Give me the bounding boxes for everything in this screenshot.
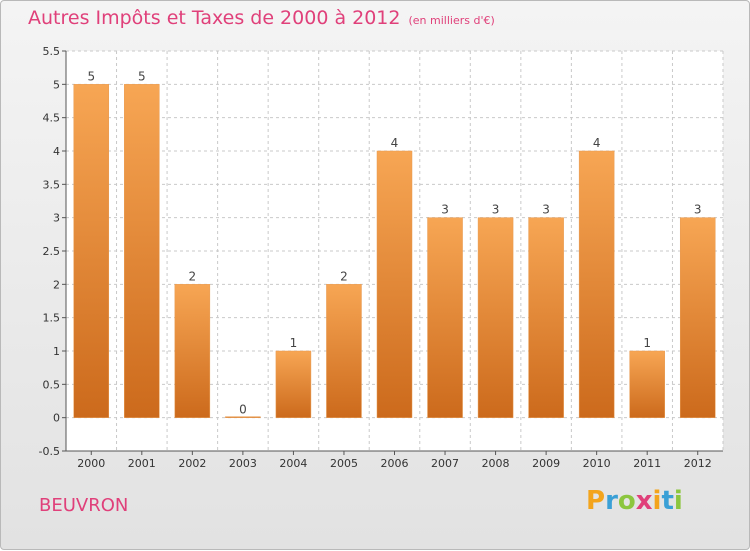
x-tick-label: 2006 (381, 457, 409, 470)
x-tick-label: 2002 (178, 457, 206, 470)
city-name: BEUVRON (39, 495, 129, 516)
y-tick-label: 4 (53, 145, 60, 158)
bar (73, 84, 110, 418)
y-tick-label: 3.5 (43, 178, 61, 191)
data-label: 3 (441, 203, 449, 217)
y-tick-label: 3 (53, 212, 60, 225)
bar (477, 217, 514, 418)
y-tick-label: 2 (53, 278, 60, 291)
bar (376, 150, 413, 418)
bar (679, 217, 716, 418)
title-unit: (en milliers d'€) (408, 14, 495, 27)
title-main: Autres Impôts et Taxes de 2000 à 2012 (28, 7, 401, 29)
bar (225, 416, 261, 418)
logo-letter: t (661, 486, 674, 516)
y-tick-label: 5.5 (43, 45, 61, 58)
x-tick-label: 2000 (77, 457, 105, 470)
logo-letter: i (652, 486, 662, 516)
bar (578, 150, 615, 418)
x-tick-label: 2005 (330, 457, 358, 470)
x-tick-label: 2012 (684, 457, 712, 470)
logo-letter: P (586, 486, 606, 516)
y-tick-label: 5 (53, 78, 60, 91)
bar (528, 217, 564, 418)
x-tick-label: 2001 (128, 457, 156, 470)
bar (629, 350, 665, 418)
data-label: 2 (340, 269, 348, 283)
x-tick-label: 2004 (279, 457, 307, 470)
x-tick-label: 2008 (482, 457, 510, 470)
x-tick-label: 2003 (229, 457, 257, 470)
data-label: 0 (239, 403, 247, 417)
logo-letter: o (617, 486, 636, 516)
logo-letter: x (635, 486, 653, 516)
y-tick-label: 4.5 (43, 112, 61, 125)
y-tick-label: 0.5 (43, 378, 61, 391)
x-tick-label: 2011 (633, 457, 661, 470)
data-label: 3 (492, 203, 500, 217)
bar (174, 284, 211, 418)
logo-letter: i (673, 486, 683, 516)
y-tick-label: -0.5 (39, 445, 60, 458)
data-label: 5 (87, 69, 95, 83)
x-tick-label: 2009 (532, 457, 560, 470)
bar (427, 217, 463, 418)
data-label: 4 (391, 136, 399, 150)
x-tick-label: 2010 (583, 457, 611, 470)
x-tick-label: 2007 (431, 457, 459, 470)
data-label: 2 (189, 269, 197, 283)
y-tick-label: 2.5 (43, 245, 61, 258)
data-label: 1 (643, 336, 651, 350)
data-label: 3 (694, 203, 702, 217)
bar (275, 350, 312, 418)
data-label: 1 (290, 336, 298, 350)
proxiti-logo: Proxiti (586, 486, 683, 516)
y-tick-label: 1.5 (43, 312, 61, 325)
bar (124, 84, 160, 418)
bar (326, 284, 362, 418)
logo-letter: r (605, 486, 618, 516)
data-label: 4 (593, 136, 601, 150)
chart-title: Autres Impôts et Taxes de 2000 à 2012 (en… (28, 7, 495, 29)
data-label: 3 (542, 203, 550, 217)
y-tick-label: 0 (53, 412, 60, 425)
data-label: 5 (138, 69, 146, 83)
y-tick-label: 1 (53, 345, 60, 358)
